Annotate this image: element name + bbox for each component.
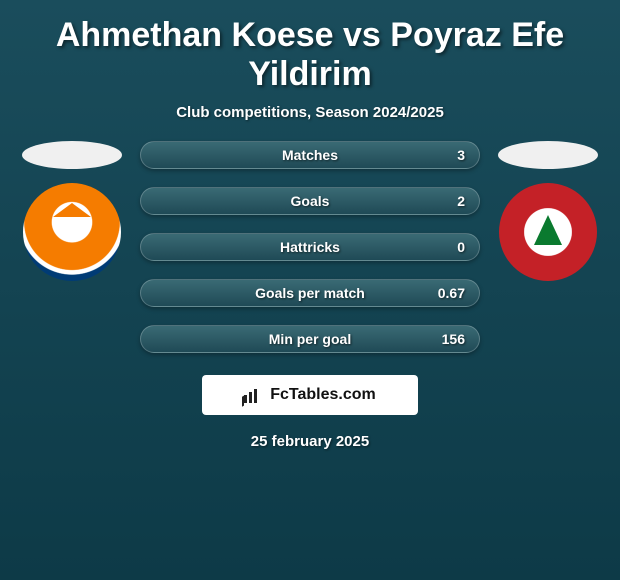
stat-value: 0: [457, 239, 465, 255]
stat-value: 0.67: [438, 285, 465, 301]
stat-label: Min per goal: [269, 331, 351, 347]
stat-label: Goals: [291, 193, 330, 209]
comparison-panel: Matches 3 Goals 2 Hattricks 0 Goals per …: [0, 141, 620, 353]
player-right-column: [498, 141, 598, 281]
stat-row-goals-per-match: Goals per match 0.67: [140, 279, 480, 307]
player-left-column: [22, 141, 122, 281]
stat-label: Matches: [282, 147, 338, 163]
brand-text: FcTables.com: [270, 386, 376, 404]
stat-label: Hattricks: [280, 239, 340, 255]
brand-link[interactable]: FcTables.com: [202, 375, 418, 415]
stat-value: 3: [457, 147, 465, 163]
stat-value: 156: [442, 331, 465, 347]
stat-row-min-per-goal: Min per goal 156: [140, 325, 480, 353]
stat-row-hattricks: Hattricks 0: [140, 233, 480, 261]
subtitle: Club competitions, Season 2024/2025: [0, 98, 620, 141]
stats-column: Matches 3 Goals 2 Hattricks 0 Goals per …: [140, 141, 480, 353]
stat-row-matches: Matches 3: [140, 141, 480, 169]
stat-value: 2: [457, 193, 465, 209]
page-title: Ahmethan Koese vs Poyraz Efe Yildirim: [0, 0, 620, 98]
stat-row-goals: Goals 2: [140, 187, 480, 215]
chart-icon: [244, 387, 264, 403]
club-badge-right: [499, 183, 597, 281]
player-right-photo: [498, 141, 598, 169]
player-left-photo: [22, 141, 122, 169]
club-badge-left: [23, 183, 121, 281]
date-text: 25 february 2025: [0, 415, 620, 450]
stat-label: Goals per match: [255, 285, 365, 301]
